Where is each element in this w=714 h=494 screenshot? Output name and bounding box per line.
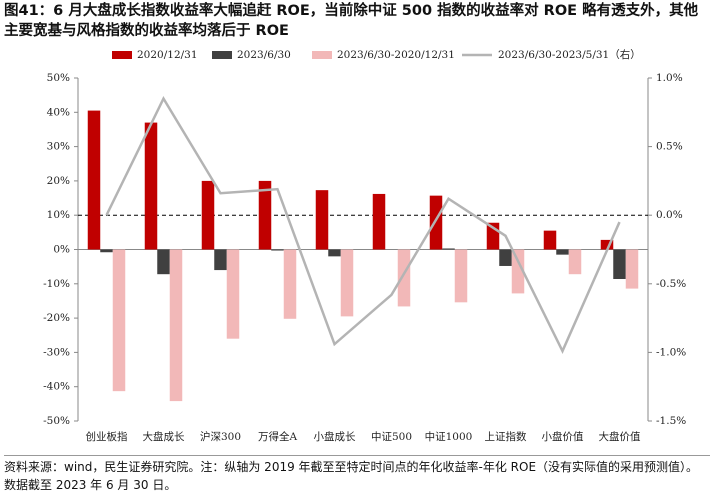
line-series <box>105 95 621 354</box>
legend-swatch <box>312 51 332 59</box>
bar <box>100 249 113 253</box>
x-tick-label: 万得全A <box>258 430 297 443</box>
y-tick-label: -10% <box>43 278 70 290</box>
bar <box>157 249 170 275</box>
bar <box>340 249 354 317</box>
bar <box>226 249 240 339</box>
x-tick-label: 沪深300 <box>200 430 241 443</box>
y-tick-label: -50% <box>43 415 70 427</box>
bar <box>328 249 341 257</box>
bar <box>511 249 525 294</box>
legend-label: 2023/6/30-2023/5/31（右） <box>498 48 641 61</box>
y-tick-label: 50% <box>47 72 70 84</box>
bar <box>144 122 158 250</box>
x-tick-label: 创业板指 <box>86 430 128 443</box>
bar <box>372 193 386 250</box>
y-tick-label: 0% <box>53 244 70 256</box>
bar <box>543 230 557 250</box>
bar <box>87 110 101 250</box>
bar <box>214 249 227 271</box>
bar <box>556 249 569 255</box>
y2-tick-label: 1.0% <box>656 72 683 84</box>
legend-swatch <box>212 51 232 59</box>
bar <box>201 180 215 250</box>
y-tick-label: 20% <box>47 175 70 187</box>
x-tick-label: 小盘价值 <box>542 430 584 443</box>
x-tick-label: 上证指数 <box>485 430 527 443</box>
x-tick-label: 大盘成长 <box>143 430 185 443</box>
bar <box>271 249 284 251</box>
x-tick-label: 中证500 <box>371 430 412 443</box>
bar <box>429 195 443 250</box>
y2-tick-label: -1.5% <box>656 415 686 427</box>
legend-label: 2023/6/30 <box>237 49 291 61</box>
y2-tick-label: 0.0% <box>656 209 683 221</box>
y-tick-label: -30% <box>43 346 70 358</box>
bar <box>112 249 126 392</box>
bar <box>600 239 614 250</box>
x-tick-label: 大盘价值 <box>599 430 641 443</box>
legend-swatch <box>112 51 132 59</box>
bar <box>625 249 639 289</box>
y2-tick-label: 0.5% <box>656 141 683 153</box>
legend-label: 2023/6/30-2020/12/31 <box>337 49 455 61</box>
bar <box>613 249 626 279</box>
bar <box>568 249 582 275</box>
y-tick-label: 10% <box>47 209 70 221</box>
y-tick-label: -20% <box>43 312 70 324</box>
x-tick-label: 中证1000 <box>425 430 473 443</box>
bar <box>283 249 297 319</box>
chart-title: 图41：6 月大盘成长指数收益率大幅追赶 ROE，当前除中证 500 指数的收益… <box>4 3 699 39</box>
bar <box>499 249 512 266</box>
y2-tick-label: -0.5% <box>656 278 686 290</box>
chart: -50% -40% -30% -20% -10% 0% 10% 20% 30% 40% 50% -1.… <box>43 48 686 443</box>
chart-note: 资料来源：wind，民生证券研究院。注：纵轴为 2019 年截至至特定时间点的年… <box>4 455 710 494</box>
bar <box>169 249 183 402</box>
bar <box>258 180 272 250</box>
x-tick-label: 小盘成长 <box>314 430 356 443</box>
bar <box>397 249 411 307</box>
legend-label: 2020/12/31 <box>137 49 198 61</box>
y-tick-label: 40% <box>47 106 70 118</box>
bar <box>315 190 329 250</box>
y-tick-label: -40% <box>43 381 70 393</box>
bar <box>442 248 455 250</box>
y2-tick-label: -1.0% <box>656 346 686 358</box>
bar <box>454 249 468 303</box>
y-tick-label: 30% <box>47 141 70 153</box>
